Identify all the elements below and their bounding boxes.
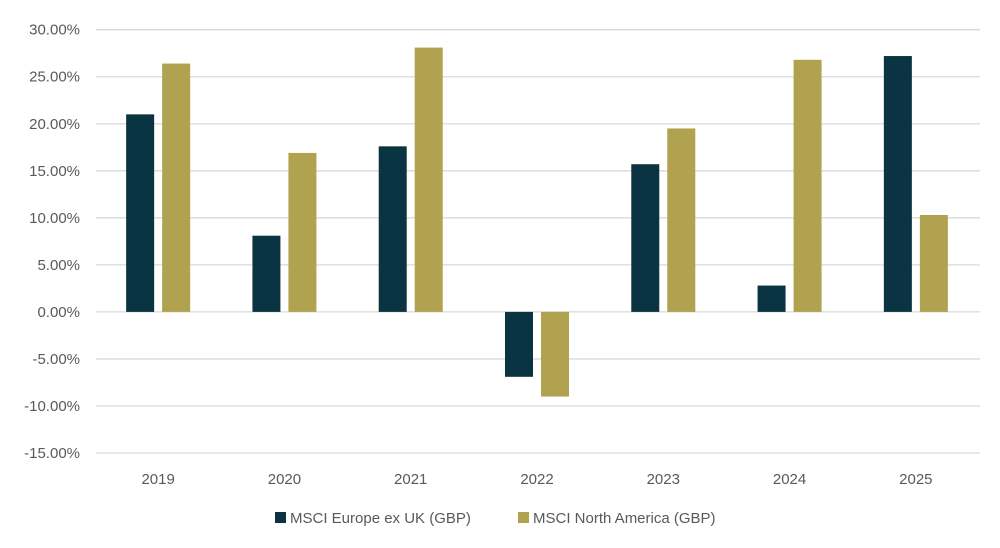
y-tick-label: 25.00%	[29, 69, 80, 86]
legend-swatch	[275, 512, 286, 523]
bar-europe-2024	[757, 285, 786, 312]
legend-label: MSCI North America (GBP)	[533, 510, 716, 527]
bar-north-america-2021	[414, 47, 443, 312]
legend-swatch	[518, 512, 529, 523]
y-tick-label: 20.00%	[29, 116, 80, 133]
y-tick-label: 30.00%	[29, 22, 80, 39]
y-tick-label: 5.00%	[37, 257, 80, 274]
y-tick-label: -5.00%	[32, 351, 80, 368]
bar-north-america-2022	[541, 311, 569, 397]
bar-europe-2021	[378, 146, 407, 312]
bar-europe-2022	[505, 311, 533, 377]
bar-north-america-2025	[919, 215, 948, 312]
gridlines	[96, 29, 980, 454]
x-tick-label: 2025	[899, 471, 932, 488]
y-axis: -15.00% -10.00% -5.00% 0.00% 5.00% 10.00% 15.0…	[24, 22, 80, 462]
legend: MSCI Europe ex UK (GBP) MSCI North Americ…	[275, 510, 716, 527]
y-tick-label: -15.00%	[24, 445, 80, 462]
bars	[126, 47, 948, 397]
bar-europe-2019	[126, 114, 155, 312]
x-tick-label: 2023	[647, 471, 680, 488]
bar-north-america-2019	[162, 63, 191, 312]
x-axis: 2019 2020 2021 2022 2023 2024 2025	[141, 471, 932, 488]
bar-europe-2023	[631, 164, 660, 312]
x-tick-label: 2022	[520, 471, 553, 488]
y-tick-label: 0.00%	[37, 304, 80, 321]
bar-north-america-2024	[793, 59, 822, 312]
x-tick-label: 2024	[773, 471, 806, 488]
bar-europe-2025	[883, 56, 912, 312]
y-tick-label: 10.00%	[29, 210, 80, 227]
bar-europe-2020	[252, 235, 281, 312]
bar-north-america-2020	[288, 152, 317, 312]
x-tick-label: 2020	[268, 471, 301, 488]
y-tick-label: -10.00%	[24, 398, 80, 415]
x-tick-label: 2021	[394, 471, 427, 488]
legend-label: MSCI Europe ex UK (GBP)	[290, 510, 471, 527]
bar-north-america-2023	[667, 128, 696, 312]
y-tick-label: 15.00%	[29, 163, 80, 180]
x-tick-label: 2019	[141, 471, 174, 488]
